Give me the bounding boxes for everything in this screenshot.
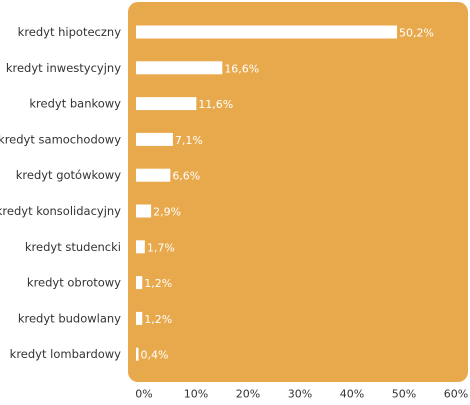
bars xyxy=(136,25,398,361)
category-label: kredyt obrotowy xyxy=(27,276,121,290)
bar xyxy=(136,276,143,290)
category-label: kredyt budowlany xyxy=(18,311,121,325)
bar xyxy=(136,25,398,39)
category-label: kredyt bankowy xyxy=(29,97,121,111)
category-label: kredyt gotówkowy xyxy=(16,168,121,182)
x-tick-label: 50% xyxy=(392,388,416,401)
bar xyxy=(136,97,197,111)
value-label: 6,6% xyxy=(172,170,200,183)
x-tick-label: 30% xyxy=(288,388,312,401)
value-labels: 50,2% 16,6% 11,6% 7,1% 6,6% 2,9% 1,7% 1,2% 1,2% 0… xyxy=(141,27,434,362)
value-label: 2,9% xyxy=(153,206,181,219)
category-label: kredyt hipoteczny xyxy=(18,25,122,39)
x-axis: 0% 10% 20% 30% 40% 50% 60% xyxy=(135,388,468,401)
value-label: 11,6% xyxy=(198,98,233,111)
category-label: kredyt konsolidacyjny xyxy=(0,204,121,218)
category-label: kredyt inwestycyjny xyxy=(6,61,121,75)
value-label: 1,2% xyxy=(144,277,172,290)
bar xyxy=(136,347,139,361)
value-label: 50,2% xyxy=(399,27,434,40)
bar xyxy=(136,311,143,325)
bar xyxy=(136,168,171,182)
x-tick-label: 40% xyxy=(340,388,364,401)
plot-background-panel xyxy=(128,2,468,382)
bar xyxy=(136,61,223,75)
bar xyxy=(136,132,173,146)
x-tick-label: 0% xyxy=(135,388,152,401)
category-label: kredyt samochodowy xyxy=(0,132,121,146)
category-labels: kredyt hipoteczny kredyt inwestycyjny kred… xyxy=(0,25,121,361)
bar xyxy=(136,240,145,254)
value-label: 1,2% xyxy=(144,313,172,326)
x-tick-label: 20% xyxy=(236,388,260,401)
bar xyxy=(136,204,152,218)
value-label: 0,4% xyxy=(141,349,169,362)
category-label: kredyt lombardowy xyxy=(10,347,122,361)
x-tick-label: 10% xyxy=(184,388,208,401)
value-label: 16,6% xyxy=(224,62,259,75)
value-label: 7,1% xyxy=(175,134,203,147)
value-label: 1,7% xyxy=(147,241,175,254)
x-tick-label: 60% xyxy=(444,388,468,401)
category-label: kredyt studencki xyxy=(25,240,121,254)
